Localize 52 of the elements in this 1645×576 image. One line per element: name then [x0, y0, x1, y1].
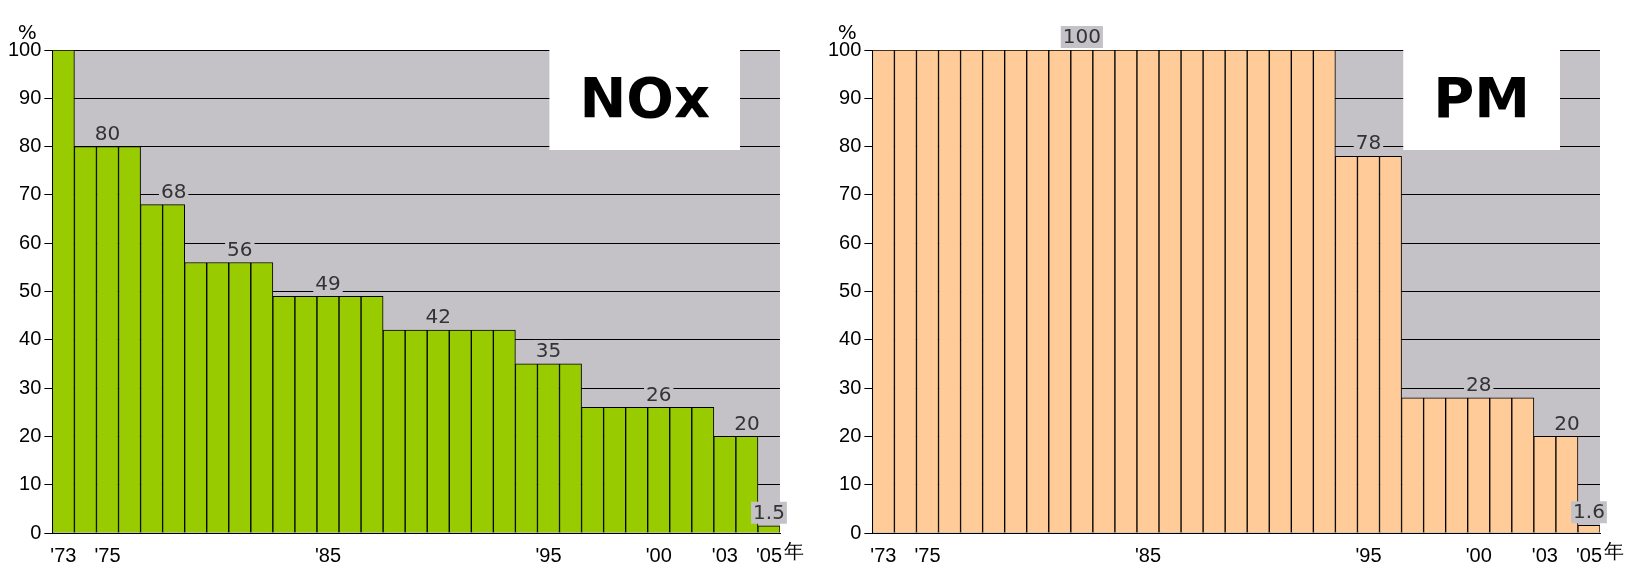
data-label: 80 [94, 120, 121, 145]
y-tick-label: 20 [839, 423, 862, 446]
x-tick-label: '73 [870, 543, 897, 566]
x-tick-label: '75 [914, 543, 941, 566]
y-tick-label: 50 [839, 279, 862, 302]
y-tick-label: 30 [839, 375, 862, 398]
x-tick-label: '00 [645, 543, 672, 566]
y-tick-label: 60 [839, 230, 862, 253]
y-tick-label: 0 [850, 520, 862, 543]
data-label: 42 [425, 304, 451, 329]
y-tick-label: 20 [19, 423, 42, 446]
x-axis-title: 年 [784, 539, 804, 564]
x-tick-label: '00 [1465, 543, 1492, 566]
x-tick-label: '03 [711, 543, 738, 566]
chart-title: PM [1433, 64, 1531, 130]
y-tick-label: 80 [19, 134, 42, 157]
y-tick-label: 50 [19, 279, 42, 302]
y-tick-label: 70 [839, 182, 862, 205]
x-tick-label: '95 [1355, 543, 1382, 566]
data-label: 20 [1554, 410, 1580, 435]
y-tick-label: 10 [19, 472, 42, 495]
x-tick-label: '73 [50, 543, 77, 566]
data-label: 56 [227, 236, 253, 261]
x-axis-title: 年 [1604, 539, 1624, 564]
data-label: 26 [646, 381, 672, 406]
x-tick-label: '85 [1134, 543, 1162, 566]
data-label: 49 [315, 270, 341, 295]
x-tick-label: '05 [1575, 543, 1603, 566]
x-tick-label: '05 [755, 543, 783, 566]
x-tick-label: '95 [535, 543, 562, 566]
y-tick-label: 90 [19, 85, 42, 108]
data-label: 100 [1062, 24, 1101, 49]
y-tick-label: 80 [839, 134, 862, 157]
y-tick-label: 70 [19, 182, 42, 205]
y-tick-label: 60 [19, 230, 42, 253]
y-tick-label: 40 [19, 327, 42, 350]
x-tick-label: '03 [1531, 543, 1558, 566]
x-tick-label: '75 [94, 543, 121, 566]
data-label: 68 [160, 178, 187, 203]
x-tick-label: '85 [314, 543, 342, 566]
data-label: 1.5 [753, 499, 785, 524]
data-label: 28 [1466, 371, 1492, 396]
y-tick-label: 0 [30, 520, 42, 543]
data-label: 20 [734, 410, 760, 435]
y-tick-label: 90 [839, 85, 862, 108]
data-label: 35 [535, 338, 562, 363]
y-tick-label: 40 [839, 327, 862, 350]
y-tick-label: 10 [839, 472, 862, 495]
data-label: 78 [1355, 130, 1382, 155]
data-label: 1.6 [1573, 499, 1605, 524]
y-tick-label: 30 [19, 375, 42, 398]
chart-title: NOx [579, 64, 710, 130]
